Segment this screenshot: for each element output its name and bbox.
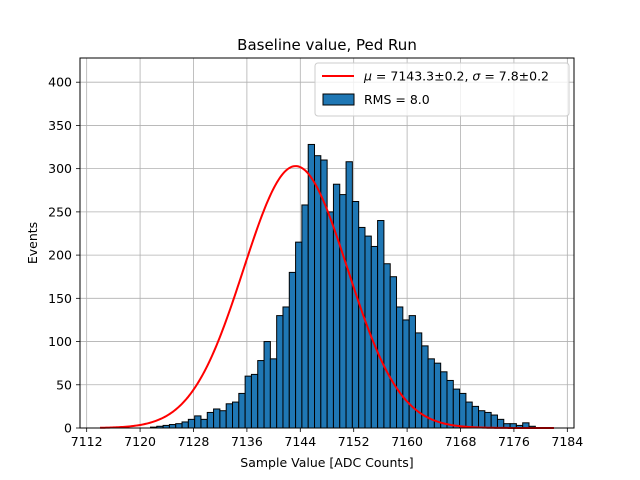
histogram-bar bbox=[351, 201, 360, 429]
plot-frame bbox=[79, 57, 575, 429]
histogram-bar bbox=[187, 418, 196, 429]
x-tick-label: 7184 bbox=[551, 434, 583, 449]
x-tick-label: 7152 bbox=[338, 434, 370, 449]
histogram-bar bbox=[168, 424, 177, 429]
histogram-bar bbox=[446, 379, 454, 429]
x-tick-label: 7128 bbox=[178, 434, 210, 449]
histogram-bar bbox=[200, 418, 208, 429]
histogram-bar bbox=[219, 410, 227, 429]
histogram-bar bbox=[232, 401, 240, 429]
y-tick-label: 150 bbox=[48, 291, 72, 306]
y-tick-label: 0 bbox=[64, 421, 72, 436]
histogram-bar bbox=[244, 375, 252, 429]
x-tick-label: 7176 bbox=[498, 434, 530, 449]
histogram-bar bbox=[465, 401, 473, 429]
legend: μ = 7143.3±0.2, σ = 7.8±0.2 RMS = 8.0 bbox=[314, 62, 570, 117]
histogram-bar bbox=[269, 358, 278, 429]
histogram-bar bbox=[250, 373, 259, 429]
x-tick-label: 7112 bbox=[71, 434, 103, 449]
y-tick-label: 400 bbox=[48, 75, 72, 90]
histogram-bar bbox=[238, 392, 246, 429]
legend-box bbox=[314, 62, 570, 117]
legend-histogram-swatch bbox=[322, 93, 355, 106]
y-tick-label: 300 bbox=[48, 161, 72, 176]
y-tick-label: 100 bbox=[48, 334, 72, 349]
x-axis-label: Sample Value [ADC Counts] bbox=[240, 455, 413, 470]
x-tick-label: 7136 bbox=[231, 434, 263, 449]
y-tick-label: 200 bbox=[48, 248, 72, 263]
y-tick-label: 50 bbox=[56, 377, 72, 392]
y-axis-label: Events bbox=[25, 222, 40, 264]
histogram-bar bbox=[276, 315, 284, 429]
legend-fit-label: μ = 7143.3±0.2, σ = 7.8±0.2 bbox=[363, 69, 549, 84]
histogram-bar bbox=[490, 414, 498, 429]
histogram-bar bbox=[332, 183, 341, 429]
histogram-bar bbox=[339, 194, 347, 429]
histogram-bar bbox=[307, 143, 316, 429]
histogram-bar bbox=[459, 392, 467, 429]
histogram-bar bbox=[301, 204, 309, 429]
histogram-bar bbox=[257, 360, 265, 429]
histogram-bar bbox=[288, 271, 297, 429]
histogram-bar bbox=[383, 263, 391, 429]
histogram-bar bbox=[295, 241, 303, 429]
histogram-bar bbox=[326, 211, 334, 429]
y-tick-label: 350 bbox=[48, 118, 72, 133]
histogram-bar bbox=[402, 319, 410, 429]
histogram-bar bbox=[377, 220, 385, 429]
x-axis-ticks: 7112 7120 7128 7136 7144 7152 7160 7168 7176 7184 bbox=[71, 428, 583, 449]
histogram-bar bbox=[358, 226, 366, 429]
histogram-bar bbox=[225, 403, 234, 429]
histogram-bar bbox=[471, 405, 480, 429]
histogram-bar bbox=[263, 341, 271, 429]
histogram-bar bbox=[433, 362, 442, 429]
histogram-bar bbox=[314, 155, 322, 429]
histogram-bar bbox=[194, 415, 202, 429]
gaussian-fit-curve bbox=[100, 165, 554, 429]
histogram-bar bbox=[396, 306, 404, 429]
histogram-bar bbox=[206, 411, 215, 429]
histogram-bar bbox=[345, 161, 353, 429]
x-tick-label: 7144 bbox=[284, 434, 316, 449]
histogram-bar bbox=[389, 276, 398, 429]
legend-histogram-label: RMS = 8.0 bbox=[364, 92, 430, 107]
histogram-bar bbox=[408, 315, 416, 429]
histogram-bar bbox=[282, 306, 290, 429]
chart-title: Baseline value, Ped Run bbox=[237, 36, 417, 54]
histogram-bar bbox=[175, 423, 183, 429]
histogram-bar bbox=[213, 408, 221, 429]
y-tick-label: 250 bbox=[48, 204, 72, 219]
histogram-bar bbox=[452, 388, 461, 429]
histogram-bar bbox=[440, 371, 448, 429]
y-axis-ticks: 0 50 100 150 200 250 300 350 400 bbox=[48, 75, 80, 436]
x-tick-label: 7120 bbox=[124, 434, 156, 449]
histogram-bars bbox=[149, 143, 536, 429]
histogram-bar bbox=[496, 418, 505, 429]
histogram-bar bbox=[478, 410, 486, 429]
x-tick-label: 7168 bbox=[445, 434, 477, 449]
histogram-bar bbox=[484, 411, 492, 429]
histogram-bar bbox=[181, 421, 189, 429]
x-tick-label: 7160 bbox=[391, 434, 423, 449]
